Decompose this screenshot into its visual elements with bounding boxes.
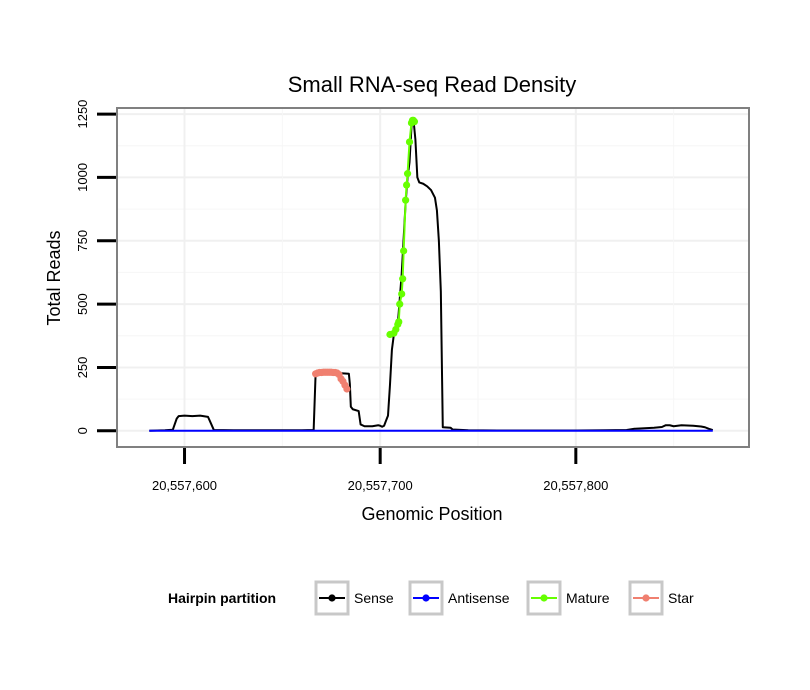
x-tick-label: 20,557,800 <box>543 478 608 493</box>
x-axis: 20,557,600 20,557,700 20,557,800 <box>152 448 608 493</box>
legend-key-point <box>328 594 336 602</box>
legend-key-point <box>642 594 650 602</box>
mature-point <box>400 247 408 255</box>
x-axis-title: Genomic Position <box>361 504 502 524</box>
mature-point <box>403 170 412 178</box>
x-tick-label: 20,557,700 <box>348 478 413 493</box>
mature-point <box>402 196 410 204</box>
legend-item-mature: Mature <box>526 580 610 616</box>
mature-point <box>405 138 414 146</box>
legend-label: Star <box>668 590 694 606</box>
legend-label: Antisense <box>448 590 510 606</box>
legend-item-sense: Sense <box>314 580 394 616</box>
mature-point <box>399 275 407 283</box>
y-tick-label: 1000 <box>75 163 90 192</box>
mature-point <box>398 290 406 298</box>
x-tick-label: 20,557,600 <box>152 478 217 493</box>
series-layer <box>149 116 714 432</box>
legend-key-point <box>422 594 430 602</box>
legend-label: Sense <box>354 590 394 606</box>
legend-title: Hairpin partition <box>168 590 276 606</box>
grid-lines <box>118 109 748 446</box>
y-axis-title: Total Reads <box>44 230 64 325</box>
y-tick-label: 1250 <box>75 100 90 129</box>
star-point <box>343 385 351 393</box>
y-tick-label: 0 <box>75 427 90 434</box>
y-tick-label: 750 <box>75 230 90 252</box>
y-tick-label: 500 <box>75 293 90 315</box>
chart-title: Small RNA-seq Read Density <box>288 72 577 97</box>
legend-item-antisense: Antisense <box>408 580 510 616</box>
plot-panel <box>116 107 750 448</box>
legend-key-point <box>540 594 548 602</box>
mature-point <box>396 300 404 308</box>
legend: Hairpin partition Sense Antisense Mature St… <box>168 580 694 616</box>
mature-point <box>402 181 411 189</box>
legend-item-star: Star <box>628 580 694 616</box>
mature-point <box>410 118 419 126</box>
y-tick-label: 250 <box>75 357 90 379</box>
mature-point <box>395 318 403 326</box>
y-axis: 0 250 500 750 1000 1250 <box>75 100 116 434</box>
legend-label: Mature <box>566 590 610 606</box>
